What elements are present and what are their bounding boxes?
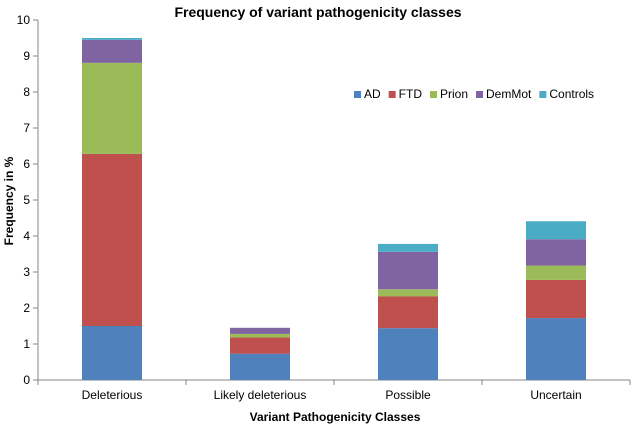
bar-segment [82, 38, 142, 40]
y-tick-label: 0 [23, 373, 30, 387]
bar-segment [82, 153, 142, 326]
bar-segment [378, 251, 438, 290]
bars [82, 38, 586, 380]
bar-segment [526, 221, 586, 240]
bar-segment [230, 353, 290, 380]
legend-label: Prion [440, 87, 468, 101]
bar-segment [82, 39, 142, 63]
y-axis-title: Frequency in % [2, 156, 16, 245]
y-axis: 0 1 2 3 4 5 6 7 8 9 10 [17, 13, 39, 387]
x-tick-label: Likely deleterious [214, 388, 307, 402]
y-tick-label: 4 [23, 229, 30, 243]
y-tick-label: 3 [23, 265, 30, 279]
bar-segment [230, 333, 290, 338]
bar-segment [526, 279, 586, 319]
chart-title: Frequency of variant pathogenicity class… [174, 4, 461, 20]
x-tick-label: Deleterious [82, 388, 143, 402]
legend-swatch [430, 91, 437, 98]
legend-swatch [354, 91, 361, 98]
y-tick-label: 8 [23, 85, 30, 99]
bar-segment [378, 296, 438, 329]
legend-label: DemMot [486, 87, 532, 101]
x-axis: Deleterious Likely deleterious Possible Unc… [37, 379, 631, 402]
y-tick-label: 10 [17, 13, 31, 27]
bar-segment [230, 327, 290, 334]
y-tick-label: 7 [23, 121, 30, 135]
x-tick-label: Uncertain [530, 388, 581, 402]
y-tick-label: 5 [23, 193, 30, 207]
bar-segment [526, 318, 586, 380]
legend-swatch [476, 91, 484, 98]
bar-segment [378, 243, 438, 252]
bar-segment [526, 239, 586, 266]
y-tick-label: 2 [23, 301, 30, 315]
bar-segment [378, 289, 438, 297]
bar-segment [526, 265, 586, 280]
legend-label: AD [364, 87, 381, 101]
legend-swatch [388, 91, 396, 98]
legend-swatch [539, 91, 547, 98]
legend: AD FTD Prion DemMot Controls [354, 87, 594, 101]
legend-label: Controls [549, 87, 594, 101]
y-tick-label: 1 [23, 337, 30, 351]
bar-segment [230, 337, 290, 354]
y-tick-label: 9 [23, 49, 30, 63]
legend-label: FTD [399, 87, 423, 101]
x-tick-label: Possible [385, 388, 431, 402]
bar-segment [82, 326, 142, 380]
bar-segment [378, 328, 438, 380]
bar-segment [82, 62, 142, 154]
x-axis-title: Variant Pathogenicity Classes [250, 410, 421, 424]
y-tick-label: 6 [23, 157, 30, 171]
